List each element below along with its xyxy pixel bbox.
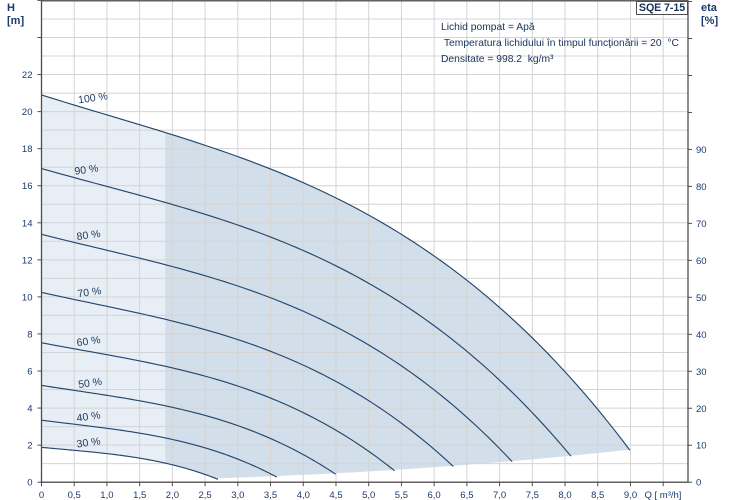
svg-text:3,0: 3,0 [231, 490, 244, 500]
svg-text:0: 0 [39, 490, 44, 500]
svg-text:22: 22 [22, 70, 33, 81]
svg-text:8,5: 8,5 [591, 490, 604, 500]
svg-text:6: 6 [27, 367, 32, 378]
svg-text:16: 16 [22, 181, 33, 192]
svg-text:0,5: 0,5 [68, 490, 81, 500]
svg-text:12: 12 [22, 255, 33, 266]
svg-text:50: 50 [696, 293, 707, 304]
svg-text:4,5: 4,5 [329, 490, 342, 500]
svg-text:0: 0 [696, 478, 701, 489]
svg-text:1,0: 1,0 [100, 490, 113, 500]
svg-text:6,5: 6,5 [460, 490, 473, 500]
svg-text:4,0: 4,0 [297, 490, 310, 500]
svg-text:Q [ m³/h]: Q [ m³/h] [645, 490, 682, 500]
svg-text:2: 2 [27, 441, 32, 452]
svg-text:10: 10 [22, 292, 33, 303]
svg-text:20: 20 [22, 107, 33, 118]
svg-text:14: 14 [22, 218, 33, 229]
svg-text:20: 20 [696, 404, 707, 415]
svg-text:80: 80 [696, 182, 707, 193]
svg-text:40: 40 [696, 330, 707, 341]
svg-text:3,5: 3,5 [264, 490, 277, 500]
svg-text:7,5: 7,5 [526, 490, 539, 500]
svg-text:4: 4 [27, 404, 32, 415]
svg-text:2,0: 2,0 [166, 490, 179, 500]
svg-text:90: 90 [696, 145, 707, 156]
svg-text:8,0: 8,0 [558, 490, 571, 500]
svg-text:2,5: 2,5 [198, 490, 211, 500]
svg-text:5,0: 5,0 [362, 490, 375, 500]
svg-text:10: 10 [696, 441, 707, 452]
svg-text:5,5: 5,5 [395, 490, 408, 500]
svg-text:0: 0 [27, 478, 32, 489]
svg-text:8: 8 [27, 330, 32, 341]
svg-text:70: 70 [696, 219, 707, 230]
svg-text:6,0: 6,0 [427, 490, 440, 500]
svg-text:60: 60 [696, 256, 707, 267]
svg-text:7,0: 7,0 [493, 490, 506, 500]
svg-text:1,5: 1,5 [133, 490, 146, 500]
svg-text:9,0: 9,0 [624, 490, 637, 500]
svg-text:18: 18 [22, 144, 33, 155]
svg-text:30: 30 [696, 367, 707, 378]
